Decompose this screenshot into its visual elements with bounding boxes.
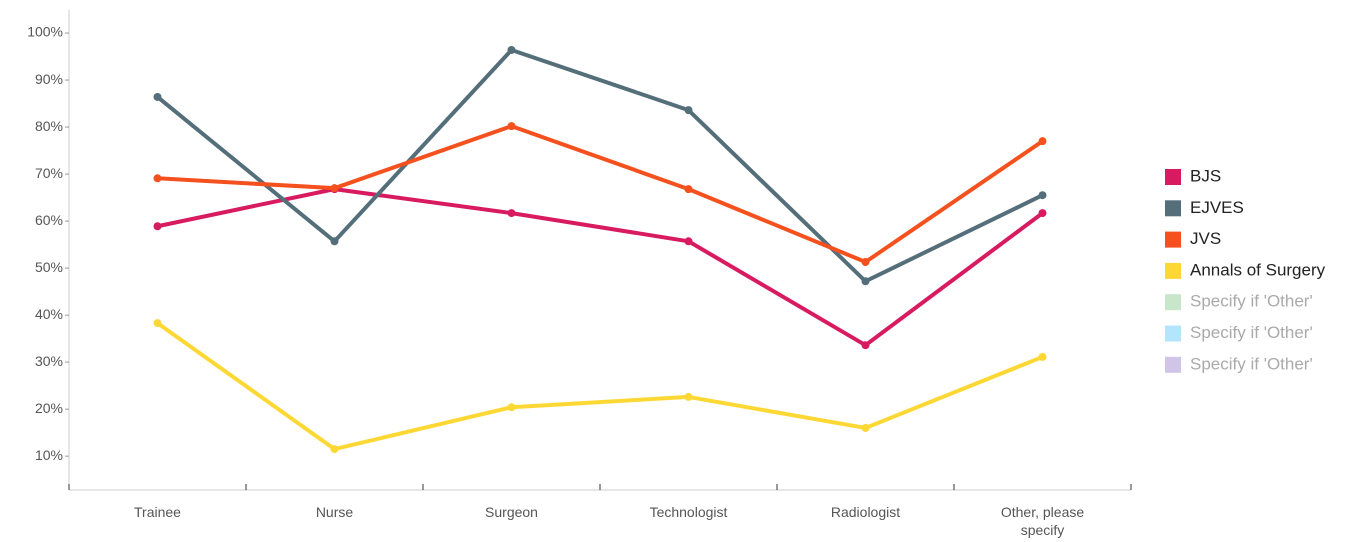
series-point: [330, 237, 339, 246]
legend-label: BJS: [1190, 166, 1221, 185]
y-tick-label: 80%: [35, 118, 63, 134]
series-point: [330, 184, 339, 193]
series-point: [861, 277, 870, 286]
legend-swatch: [1165, 169, 1181, 185]
series-line: [156, 321, 1044, 452]
y-tick-label: 70%: [35, 165, 63, 181]
series-point: [861, 257, 870, 266]
series-point: [861, 423, 870, 432]
x-tick-label-text: Surgeon: [485, 504, 538, 520]
series-point: [684, 237, 693, 246]
legend-swatch: [1165, 200, 1181, 217]
legend-label: Specify if 'Other': [1190, 292, 1313, 311]
y-tick-label: 100%: [27, 24, 63, 40]
series-point: [507, 209, 516, 218]
series-line: [157, 124, 1044, 264]
x-tick-label-text: Technologist: [649, 504, 728, 520]
legend-label: Annals of Surgery: [1190, 260, 1326, 279]
x-tick-label-text: Radiologist: [830, 504, 901, 520]
y-tick-label: 40%: [35, 306, 63, 322]
legend-label: EJVES: [1190, 198, 1244, 217]
legend-label: JVS: [1190, 229, 1221, 248]
series-point: [153, 174, 162, 183]
y-tick-label: 10%: [35, 447, 63, 463]
series-point: [1038, 209, 1047, 218]
series-point: [861, 341, 870, 350]
series-point: [153, 319, 162, 328]
x-tick-label-text: Trainee: [134, 504, 181, 520]
series-point: [507, 403, 516, 412]
series-point: [684, 392, 693, 401]
series-point: [153, 92, 162, 101]
series-point: [507, 122, 516, 131]
legend-swatch: [1165, 231, 1181, 248]
legend-label: Specify if 'Other': [1190, 354, 1313, 373]
y-tick-label: 90%: [35, 71, 63, 87]
y-tick-label: 20%: [35, 400, 63, 416]
series-point: [684, 185, 693, 194]
legend-swatch: [1165, 325, 1181, 342]
series-point: [153, 222, 162, 231]
legend-label: Specify if 'Other': [1190, 323, 1313, 342]
x-tick-label: Nurse: [260, 503, 410, 521]
series-point: [507, 45, 516, 54]
legend-swatch: [1165, 262, 1181, 279]
series-point: [1038, 191, 1047, 200]
series-point: [1038, 137, 1047, 146]
legend-swatch: [1165, 294, 1181, 311]
y-tick-label: 50%: [35, 259, 63, 275]
series-line: [157, 187, 1044, 348]
x-tick-label: Technologist: [614, 503, 764, 521]
x-tick-label: Other, please specify: [968, 503, 1118, 539]
x-tick-label: Radiologist: [791, 503, 941, 521]
y-tick-label: 60%: [35, 212, 63, 228]
series-point: [1038, 352, 1047, 361]
y-tick-label: 30%: [35, 353, 63, 369]
x-tick-label-text: Nurse: [315, 504, 354, 520]
series-point: [684, 106, 693, 115]
x-tick-label: Surgeon: [437, 503, 587, 521]
series-line: [156, 47, 1044, 284]
x-tick-label: Trainee: [83, 503, 233, 521]
series-point: [330, 445, 339, 454]
x-tick-label-text: Other, please specify: [1000, 504, 1085, 538]
legend-swatch: [1165, 356, 1181, 373]
